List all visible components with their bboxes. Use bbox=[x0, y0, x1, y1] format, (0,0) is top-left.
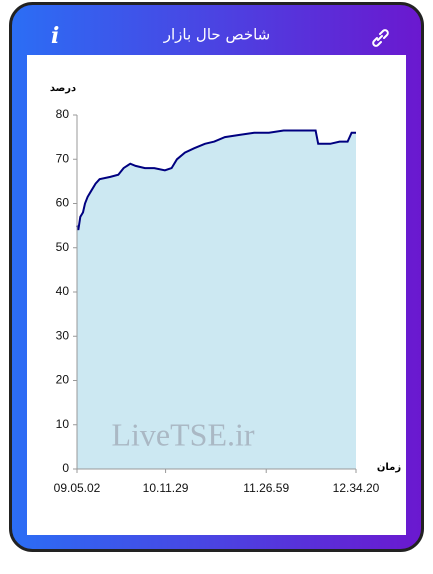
y-axis-label: درصد bbox=[50, 83, 76, 94]
y-tick-label: 10 bbox=[56, 417, 70, 431]
x-tick-label: 12.34.20 bbox=[333, 481, 380, 495]
header-title: شاخص حال بازار bbox=[163, 26, 270, 44]
index-line bbox=[76, 129, 356, 231]
link-icon bbox=[372, 29, 389, 47]
link-button[interactable] bbox=[372, 29, 389, 47]
area-fill bbox=[77, 130, 356, 469]
y-tick-label: 50 bbox=[56, 240, 70, 254]
y-tick-label: 80 bbox=[56, 107, 70, 121]
info-button[interactable]: i bbox=[51, 23, 59, 49]
chart: درصد زمان LiveTSE.ir 0 10 20 30 40 50 60 70 80 09.… bbox=[50, 83, 402, 495]
y-tick-label: 60 bbox=[56, 196, 70, 210]
x-tick-label: 11.26.59 bbox=[243, 481, 289, 495]
watermark: LiveTSE.ir bbox=[111, 416, 254, 452]
y-tick-label: 0 bbox=[62, 461, 69, 475]
x-tick-label: 10.11.29 bbox=[143, 481, 189, 495]
x-axis-label: زمان bbox=[377, 462, 401, 473]
y-tick-label: 70 bbox=[56, 151, 70, 165]
y-tick-label: 40 bbox=[56, 284, 70, 298]
y-tick-label: 20 bbox=[56, 373, 70, 387]
x-tick-label: 09.05.02 bbox=[54, 481, 101, 495]
y-tick-label: 30 bbox=[56, 328, 70, 342]
